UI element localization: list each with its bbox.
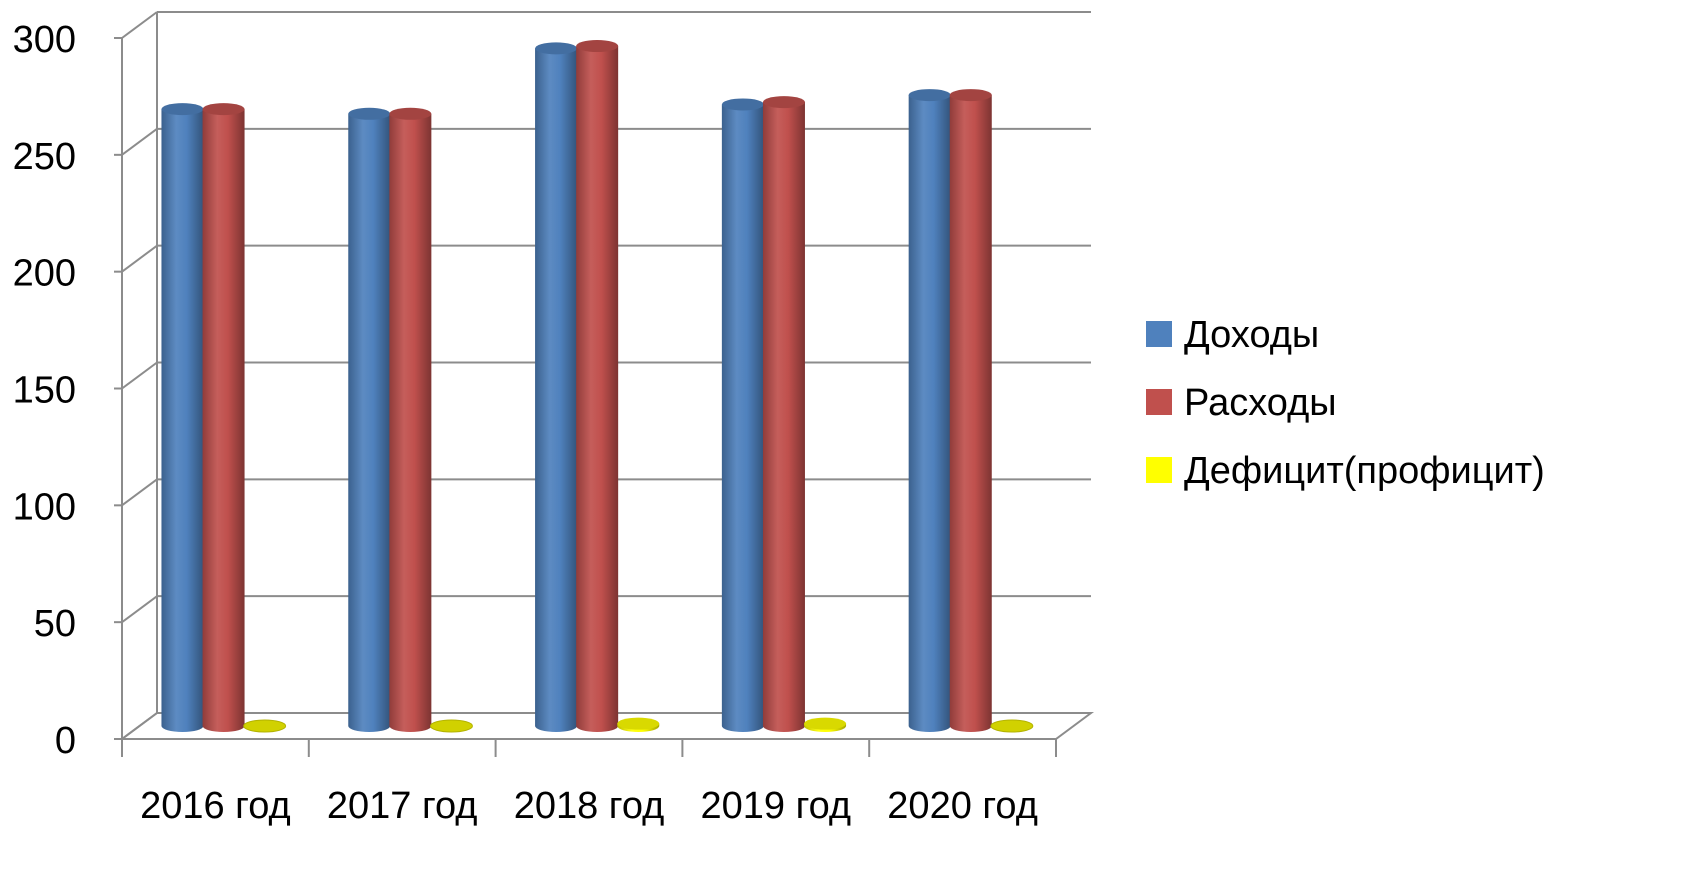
bar-top: [576, 40, 619, 53]
bar-body: [762, 102, 805, 733]
bar-body: [908, 95, 951, 733]
gridline-side: [121, 478, 158, 507]
bars: [161, 40, 1034, 733]
gridline-side: [121, 712, 158, 740]
legend-swatch: [1146, 457, 1172, 483]
bar-top: [804, 717, 847, 730]
gridline-side: [121, 128, 158, 156]
bar-0-4: [908, 89, 951, 733]
y-tick-label: 150: [13, 370, 76, 412]
bar-1-0: [202, 103, 245, 733]
bar-body: [535, 48, 578, 733]
bar-0-0: [161, 103, 204, 733]
y-tick-label: 200: [13, 253, 76, 295]
bar-top: [202, 103, 245, 116]
x-tick-label: 2016 год: [140, 785, 291, 827]
legend-label: Дефицит(профицит): [1184, 450, 1545, 492]
bar-2-4: [990, 719, 1034, 733]
axes: [114, 37, 1057, 757]
legend-item: Расходы: [1146, 382, 1337, 424]
bar-body: [348, 113, 391, 732]
y-tick-label: 300: [13, 19, 76, 61]
bar-2-0: [243, 719, 287, 733]
bar-0-1: [348, 107, 391, 732]
bar-top: [617, 717, 660, 730]
x-tick-labels: 2016 год 2017 год 2018 год 2019 год 2020 год: [140, 785, 1038, 827]
legend-item: Дефицит(профицит): [1146, 450, 1545, 492]
bar-0-2: [535, 42, 578, 733]
bar-body: [576, 46, 619, 732]
gridline-side: [121, 361, 158, 390]
bar-body: [161, 109, 204, 733]
bar-body: [721, 104, 764, 733]
bar-top: [762, 96, 805, 109]
y-tick-label: 250: [13, 136, 76, 178]
legend-label: Доходы: [1184, 314, 1319, 356]
x-tick-label: 2020 год: [887, 785, 1038, 827]
bar-body: [949, 95, 992, 733]
gridline-side: [121, 595, 158, 623]
bar-top: [389, 107, 432, 120]
bar-1-4: [949, 89, 992, 733]
bar-2-3: [804, 717, 847, 732]
x-tick-label: 2017 год: [327, 785, 478, 827]
bar-body: [202, 109, 245, 733]
bar-body: [389, 113, 432, 732]
x-tick-label: 2019 год: [701, 785, 852, 827]
bar-2-2: [617, 717, 660, 732]
legend: Доходы Расходы Дефицит(профицит): [1146, 314, 1545, 492]
bar-0-3: [721, 98, 764, 733]
bar-2-1: [429, 719, 473, 733]
bar-top: [990, 719, 1034, 733]
legend-swatch: [1146, 389, 1172, 415]
bar-top: [908, 89, 951, 102]
legend-item: Доходы: [1146, 314, 1319, 356]
bar-top: [161, 103, 204, 116]
x-tick-label: 2018 год: [514, 785, 665, 827]
bar-top: [429, 719, 473, 733]
y-tick-label: 50: [34, 603, 76, 645]
bar-top: [535, 42, 578, 55]
gridline-side: [121, 11, 158, 39]
y-tick-label: 0: [55, 720, 76, 762]
gridline-side: [121, 244, 158, 273]
y-tick-label: 100: [13, 486, 76, 528]
bar-top: [243, 719, 287, 733]
bar-1-3: [762, 96, 805, 733]
y-tick-labels: 0 50 100 150 200 250 300: [13, 19, 76, 762]
bar-top: [721, 98, 764, 111]
bar-top: [949, 89, 992, 102]
bar-1-1: [389, 107, 432, 732]
legend-swatch: [1146, 321, 1172, 347]
bar-top: [348, 107, 391, 120]
bar-1-2: [576, 40, 619, 732]
legend-label: Расходы: [1184, 382, 1337, 424]
